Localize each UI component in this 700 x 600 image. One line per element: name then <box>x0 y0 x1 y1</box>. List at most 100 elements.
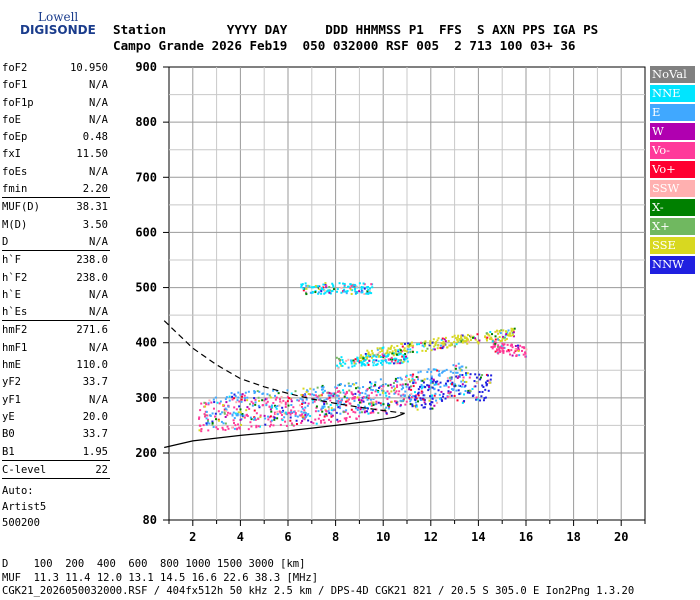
echo-point <box>443 343 446 346</box>
x-tick-label: 16 <box>519 530 533 544</box>
param-value: N/A <box>89 306 108 319</box>
echo-point <box>387 358 390 361</box>
echo-point <box>465 380 468 383</box>
echo-point <box>322 406 325 409</box>
param-name: hmF1 <box>2 341 28 354</box>
echo-point <box>437 337 440 340</box>
echo-point <box>224 407 227 410</box>
echo-point <box>436 369 439 372</box>
echo-point <box>328 412 331 415</box>
echo-point <box>509 353 512 356</box>
echo-point <box>304 406 307 409</box>
param-name: foF2 <box>2 62 28 74</box>
echo-point <box>378 386 381 389</box>
echo-point <box>466 337 469 340</box>
echo-point <box>504 334 507 337</box>
echo-point <box>449 376 452 379</box>
echo-point <box>330 407 333 410</box>
echo-point <box>304 282 307 285</box>
echo-point <box>211 423 214 426</box>
echo-point <box>229 412 232 415</box>
echo-point <box>393 400 396 403</box>
x-tick-label: 20 <box>614 530 628 544</box>
echo-point <box>446 346 449 349</box>
echo-point <box>455 343 458 346</box>
echo-point <box>455 389 458 392</box>
echo-point <box>466 372 469 375</box>
echo-point <box>364 396 367 399</box>
echo-point <box>282 409 285 412</box>
echo-point <box>401 384 404 387</box>
echo-point <box>475 398 478 401</box>
echo-point <box>313 394 316 397</box>
echo-point <box>449 395 452 398</box>
echo-point <box>199 424 202 427</box>
echo-point <box>301 398 304 401</box>
echo-point <box>200 430 203 433</box>
echo-point <box>355 382 358 385</box>
echo-point <box>287 411 290 414</box>
param-row-d: D N/A <box>2 234 108 251</box>
echo-point <box>340 397 343 400</box>
echo-point <box>360 356 363 359</box>
echo-point <box>453 340 456 343</box>
echo-point <box>216 428 219 431</box>
legend-item-sse: SSE <box>650 237 695 255</box>
echo-point <box>280 395 283 398</box>
echo-point <box>454 337 457 340</box>
echo-point <box>384 352 387 355</box>
echo-point <box>233 397 236 400</box>
echo-point <box>477 342 480 345</box>
echo-point <box>431 382 434 385</box>
echo-point <box>336 288 339 291</box>
echo-point <box>228 395 231 398</box>
echo-point <box>243 416 246 419</box>
echo-point <box>486 336 489 339</box>
echo-point <box>379 350 382 353</box>
echo-point <box>355 417 358 420</box>
echo-point <box>317 417 320 420</box>
echo-point <box>367 363 370 366</box>
echo-point <box>314 410 317 413</box>
echo-point <box>261 404 264 407</box>
echo-point <box>219 400 222 403</box>
echo-point <box>350 408 353 411</box>
echo-point <box>374 403 377 406</box>
echo-point <box>261 392 264 395</box>
echo-point <box>348 415 351 418</box>
echo-point <box>417 371 420 374</box>
echo-point <box>458 338 461 341</box>
echo-point <box>388 404 391 407</box>
echo-point <box>339 358 342 361</box>
echo-point <box>240 398 243 401</box>
echo-point <box>255 426 258 429</box>
echo-point <box>398 348 401 351</box>
echo-point <box>415 404 418 407</box>
echo-point <box>335 394 338 397</box>
echo-point <box>362 408 365 411</box>
echo-point <box>396 384 399 387</box>
echo-point <box>376 348 379 351</box>
echo-point <box>463 380 466 383</box>
echo-point <box>371 389 374 392</box>
echo-point <box>431 341 434 344</box>
echo-point <box>360 286 363 289</box>
echo-point <box>486 374 489 377</box>
echo-point <box>514 345 517 348</box>
echo-point <box>502 335 505 338</box>
echo-point <box>517 350 520 353</box>
echo-point <box>302 387 305 390</box>
echo-point <box>372 359 375 362</box>
echo-point <box>358 411 361 414</box>
echo-point <box>493 341 496 344</box>
echo-point <box>234 395 237 398</box>
echo-point <box>354 392 357 395</box>
echo-point <box>337 394 340 397</box>
echo-point <box>504 339 507 342</box>
echo-point <box>339 403 342 406</box>
echo-point <box>338 401 341 404</box>
echo-point <box>320 421 323 424</box>
echo-point <box>396 403 399 406</box>
echo-point <box>357 404 360 407</box>
echo-point <box>474 385 477 388</box>
